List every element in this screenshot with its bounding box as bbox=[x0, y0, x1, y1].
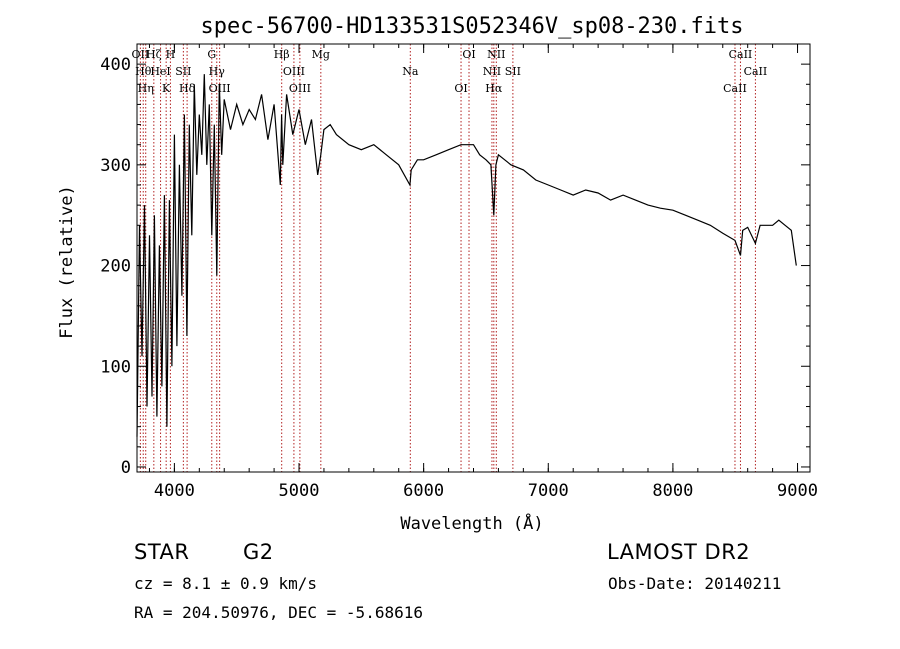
x-tick-label: 9000 bbox=[777, 481, 818, 501]
y-axis-label: Flux (relative) bbox=[57, 185, 77, 339]
marker-label: CaII bbox=[729, 48, 753, 61]
marker-label: HeI bbox=[150, 65, 170, 78]
coordinates-text: RA = 204.50976, DEC = -5.68616 bbox=[134, 603, 423, 622]
x-tick-label: 7000 bbox=[528, 481, 569, 501]
y-axis: 0 100 200 300 400 bbox=[100, 55, 810, 478]
marker-label: OIII bbox=[283, 65, 305, 78]
marker-label: Hθ bbox=[135, 65, 152, 78]
y-tick-label: 400 bbox=[100, 55, 131, 75]
marker-label: CaII bbox=[744, 65, 768, 78]
marker-label: K bbox=[162, 82, 171, 95]
marker-label: Mg bbox=[312, 48, 330, 61]
x-tick-label: 8000 bbox=[652, 481, 693, 501]
emission-line-markers bbox=[139, 44, 756, 472]
chart-title: spec-56700-HD133531S052346V_sp08-230.fit… bbox=[200, 14, 743, 39]
object-subclass: G2 bbox=[243, 540, 274, 564]
x-tick-label: 4000 bbox=[154, 481, 195, 501]
marker-label: H bbox=[166, 48, 176, 61]
obs-date: Obs-Date: 20140211 bbox=[608, 574, 782, 593]
marker-label: Hη bbox=[138, 82, 154, 95]
marker-label: Hα bbox=[485, 82, 503, 95]
x-axis: 4000 5000 6000 7000 8000 9000 bbox=[148, 44, 818, 501]
marker-label: SII bbox=[505, 65, 521, 78]
marker-label: Hβ bbox=[274, 48, 290, 61]
marker-label: OII bbox=[132, 48, 150, 61]
marker-label: Hζ bbox=[146, 48, 162, 61]
marker-label: NII bbox=[487, 48, 505, 61]
marker-label: Na bbox=[402, 65, 419, 78]
x-axis-label: Wavelength (Å) bbox=[400, 512, 543, 534]
y-tick-label: 300 bbox=[100, 156, 131, 176]
x-tick-label: 6000 bbox=[403, 481, 444, 501]
marker-label: G bbox=[207, 48, 216, 61]
y-tick-label: 200 bbox=[100, 257, 131, 277]
marker-label: OI bbox=[454, 82, 467, 95]
object-class: STAR bbox=[134, 540, 190, 564]
spectrum-line bbox=[136, 74, 797, 437]
marker-label: NII bbox=[483, 65, 501, 78]
marker-label: Hγ bbox=[209, 65, 226, 78]
marker-label: Hδ bbox=[179, 82, 196, 95]
marker-label: CaII bbox=[723, 82, 747, 95]
marker-label: OI bbox=[462, 48, 475, 61]
y-tick-label: 0 bbox=[121, 458, 131, 478]
y-tick-label: 100 bbox=[100, 357, 131, 377]
x-tick-label: 5000 bbox=[279, 481, 320, 501]
redshift-text: cz = 8.1 ± 0.9 km/s bbox=[134, 574, 318, 593]
emission-line-labels: OIIHθHηHζHeIKHSIIHδGHγOIIIHβOIIIOIIIMgNa… bbox=[132, 48, 768, 95]
survey-name: LAMOST DR2 bbox=[607, 540, 751, 564]
marker-label: OIII bbox=[289, 82, 311, 95]
marker-label: SII bbox=[175, 65, 191, 78]
